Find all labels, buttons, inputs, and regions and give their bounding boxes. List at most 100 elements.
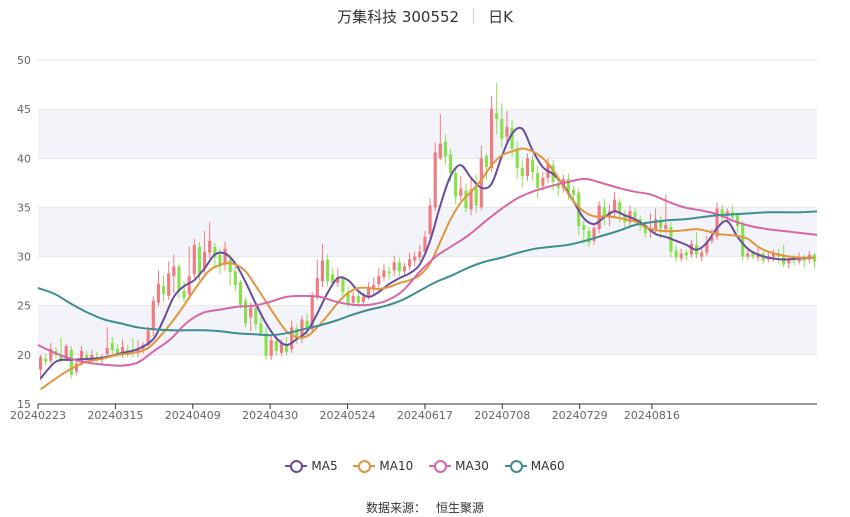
candle-body [418, 251, 422, 258]
x-tick-label: 20240409 [165, 409, 221, 422]
candle-body [351, 295, 355, 303]
candle-body [679, 253, 683, 259]
ma60-line [37, 210, 818, 337]
candle-body [618, 202, 622, 215]
candle-body [510, 127, 514, 149]
candle-body [320, 260, 325, 282]
candle-body [566, 178, 571, 192]
candle-body [156, 284, 161, 303]
candle-body [336, 277, 340, 284]
ma10-legend-marker [353, 460, 376, 473]
candle-body [382, 270, 386, 278]
candle-body [653, 219, 658, 230]
candle-body [192, 244, 196, 275]
candle-body [633, 212, 637, 218]
candle-body [279, 343, 284, 353]
x-tick-label: 20240617 [397, 409, 453, 422]
chart-legend: MA5 MA10 MA30 MA60 [0, 459, 850, 475]
y-tick-label: 40 [17, 152, 31, 165]
candle-body [674, 250, 678, 258]
candle-body [587, 231, 591, 243]
candle-body [44, 358, 48, 362]
candle-body [366, 289, 371, 296]
candle-body [459, 188, 463, 196]
candle-body [474, 187, 478, 206]
candle-body [428, 205, 432, 234]
candle-body [64, 346, 68, 359]
candle-body [356, 295, 360, 303]
candle-body [787, 260, 791, 264]
legend-item-ma60[interactable]: MA60 [504, 459, 565, 473]
candle-body [115, 348, 120, 354]
candle-body [592, 228, 596, 241]
legend-label-ma10: MA10 [379, 459, 414, 473]
candle-body [438, 143, 442, 159]
candle-body [290, 327, 294, 349]
candle-body [515, 148, 519, 169]
candle-body [325, 259, 330, 282]
candle-body [197, 246, 202, 275]
ma5-line [39, 126, 815, 380]
candle-body [377, 276, 381, 285]
candle-body [172, 266, 176, 277]
ma5-legend-marker [285, 460, 308, 473]
candle-body [812, 254, 817, 262]
title-separator [473, 9, 475, 23]
candle-body [182, 290, 186, 298]
candle-body [741, 225, 745, 257]
candle-body [223, 248, 227, 265]
x-tick-label: 20240816 [624, 409, 680, 422]
candle-body [536, 173, 540, 188]
candle-body [228, 259, 232, 273]
legend-item-ma10[interactable]: MA10 [353, 459, 413, 473]
candle-body [79, 350, 84, 363]
candle-body [300, 319, 304, 338]
candle-body [689, 243, 694, 255]
candle-body [407, 259, 412, 267]
candle-body [161, 286, 166, 294]
candle-body [582, 225, 586, 231]
chart-title: 万集科技 300552 日K [0, 6, 850, 28]
candle-body [346, 291, 350, 304]
x-tick-label: 20240315 [87, 409, 143, 422]
y-tick-label: 50 [17, 54, 31, 67]
candle-body [464, 190, 468, 209]
candle-body [305, 320, 309, 329]
candle-body [74, 363, 79, 372]
candle-body [331, 274, 335, 284]
candle-body [85, 354, 89, 359]
candle-body [177, 266, 181, 291]
ma30-line [37, 177, 818, 367]
candle-body [500, 118, 504, 139]
candle-body [556, 183, 560, 188]
candle-body [167, 273, 171, 296]
candle-body [454, 173, 458, 197]
ma30-legend-marker [429, 460, 452, 473]
candle-body [361, 296, 366, 302]
candle-body [746, 253, 750, 257]
candle-body [612, 199, 617, 213]
candle-body [59, 354, 63, 360]
y-tick-label: 15 [17, 398, 31, 411]
candle-body [602, 207, 606, 216]
candle-body [700, 252, 704, 257]
candle-body [284, 344, 289, 352]
y-tick-label: 35 [17, 201, 31, 214]
candle-body [720, 209, 724, 218]
legend-label-ma60: MA60 [530, 459, 565, 473]
legend-item-ma5[interactable]: MA5 [285, 459, 338, 473]
candle-body [213, 246, 217, 258]
candle-body [208, 240, 212, 253]
candle-body [392, 262, 396, 271]
legend-item-ma30[interactable]: MA30 [429, 459, 489, 473]
candle-body [782, 256, 786, 265]
x-tick-label: 20240729 [552, 409, 608, 422]
source-value: 恒生聚源 [436, 501, 485, 515]
legend-label-ma30: MA30 [455, 459, 489, 473]
legend-label-ma5: MA5 [311, 459, 338, 473]
candle-body [269, 340, 273, 356]
candle-body [233, 271, 237, 286]
ma60-legend-marker [504, 460, 527, 473]
candle-body [69, 349, 73, 375]
